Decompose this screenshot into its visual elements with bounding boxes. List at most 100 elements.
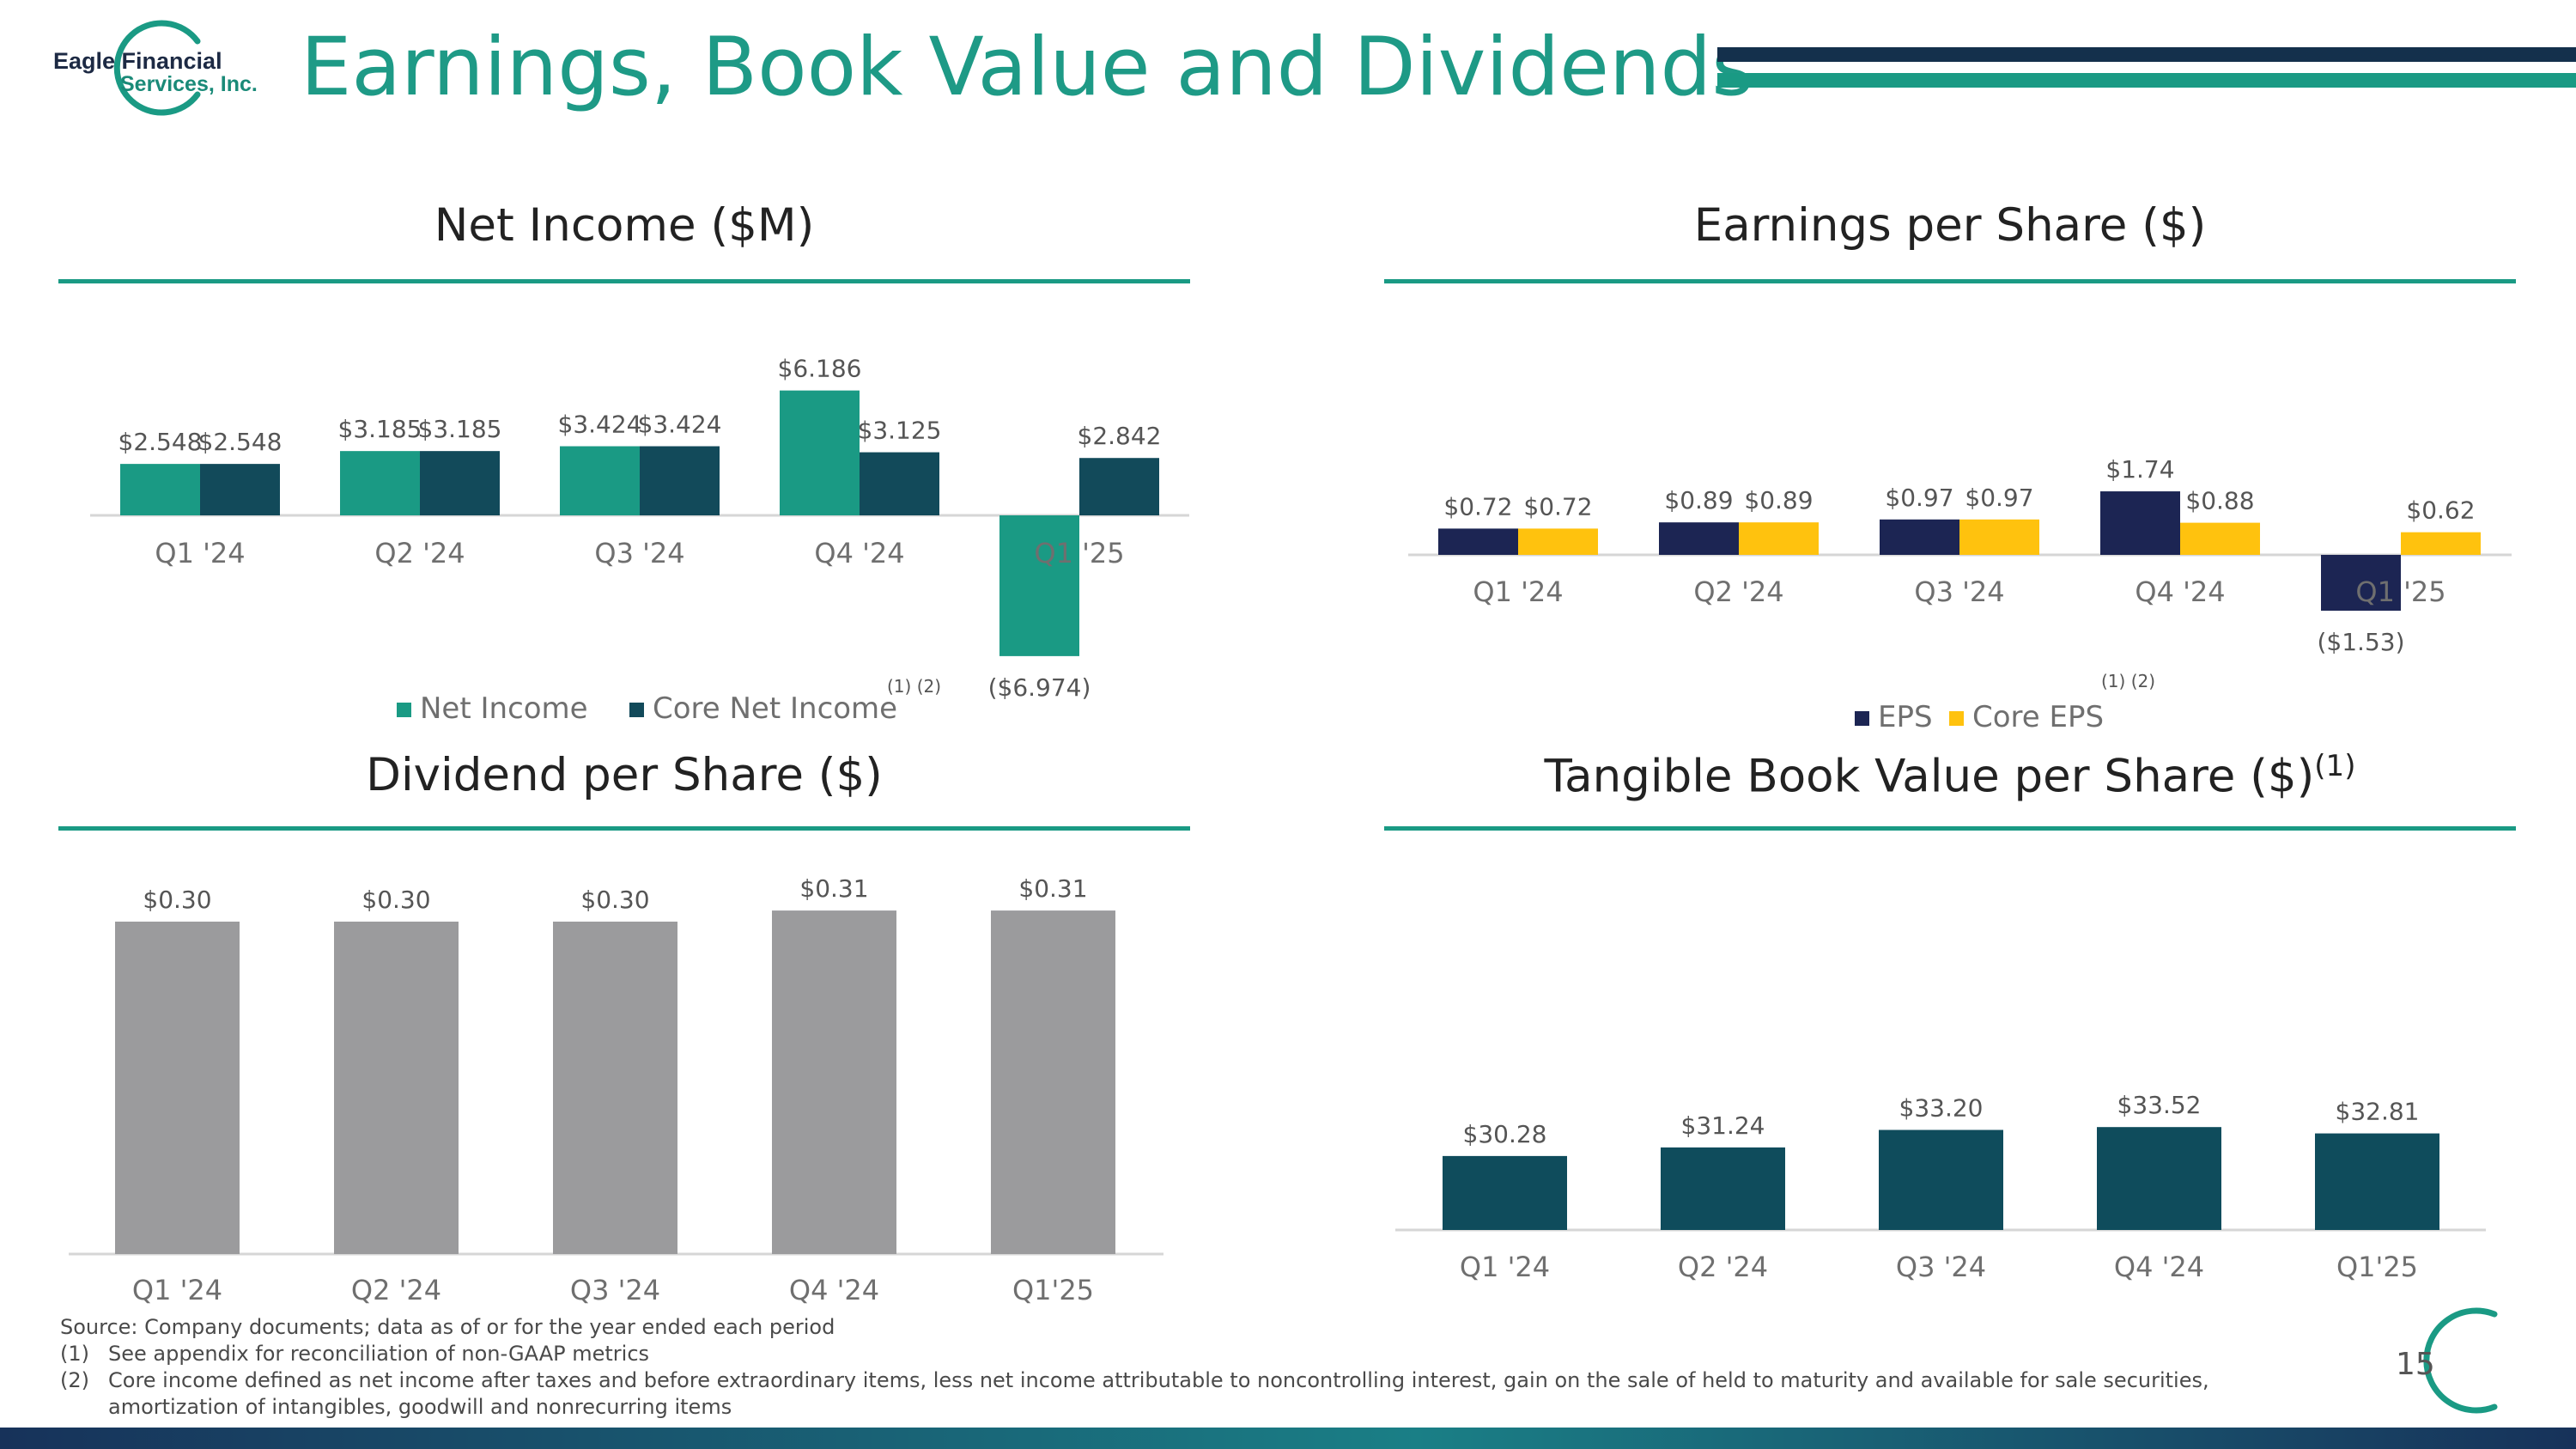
tbv-bar (2315, 1133, 2439, 1230)
net-income-bar (780, 390, 860, 515)
dividend-category-label: Q2 '24 (351, 1274, 441, 1306)
net-income-data-label: $2.548 (198, 428, 283, 456)
eps-legend-swatch (1855, 711, 1869, 726)
dividend-bar (115, 922, 240, 1254)
tbv-bar (2097, 1127, 2221, 1230)
eps-legend-note: (1) (2) (2101, 671, 2155, 691)
net-income-legend-label: Core Net Income (653, 691, 897, 726)
footnote-2-mark: (2) (60, 1368, 89, 1392)
page-badge-arc-icon (2423, 1307, 2498, 1414)
net-income-category-label: Q4 '24 (814, 537, 904, 569)
dividend-bar (772, 910, 896, 1254)
title-decoration-bar-teal (1717, 73, 2576, 88)
eps-data-label: $0.72 (1523, 492, 1592, 521)
dividend-category-label: Q4 '24 (789, 1274, 879, 1306)
dividend-category-label: Q1'25 (1012, 1274, 1094, 1306)
eps-bar (1659, 522, 1739, 555)
net-income-data-label: $3.125 (858, 417, 942, 445)
eps-category-label: Q3 '24 (1914, 575, 2004, 608)
eps-data-label: $0.62 (2406, 496, 2475, 525)
tbv-bar (1661, 1147, 1785, 1230)
dividend-title-rule (58, 826, 1190, 831)
tbv-category-label: Q1'25 (2336, 1251, 2418, 1283)
net-income-bar (120, 464, 200, 515)
footnote-1-text: See appendix for reconciliation of non-G… (108, 1342, 650, 1366)
net-income-bar (420, 451, 500, 515)
tbv-data-label: $33.20 (1899, 1094, 1984, 1123)
slide-title: Earnings, Book Value and Dividends (301, 21, 1754, 114)
eps-title-rule (1384, 279, 2516, 283)
net-income-category-label: Q3 '24 (594, 537, 684, 569)
net-income-bar (340, 451, 420, 515)
footnote-source: Source: Company documents; data as of or… (60, 1315, 835, 1339)
tbv-category-label: Q3 '24 (1896, 1251, 1986, 1283)
net-income-legend-note: (1) (2) (887, 676, 941, 697)
dividend-data-label: $0.31 (799, 874, 868, 903)
dividend-chart-title: Dividend per Share ($) (366, 749, 883, 801)
eps-legend-label: EPS (1878, 700, 1933, 734)
eps-data-label: $0.72 (1443, 492, 1512, 521)
tbv-title-rule (1384, 826, 2516, 831)
dividend-bar (553, 922, 677, 1254)
eps-data-label: $0.89 (1664, 486, 1733, 514)
footnote-2-text-cont: amortization of intangibles, goodwill an… (108, 1395, 732, 1419)
tbv-title-note: (1) (2314, 749, 2356, 783)
net-income-title-rule (58, 279, 1190, 283)
eps-data-label: $0.89 (1744, 486, 1813, 514)
eps-bar (1880, 519, 1959, 555)
footnote-2: (2) Core income defined as net income aft… (60, 1367, 2209, 1394)
footnote-1: (1) See appendix for reconciliation of no… (60, 1341, 2209, 1367)
eps-category-label: Q4 '24 (2135, 575, 2225, 608)
net-income-data-label: ($6.974) (988, 673, 1091, 702)
net-income-data-label: $2.548 (118, 428, 203, 456)
tbv-category-label: Q1 '24 (1460, 1251, 1550, 1283)
tbv-category-label: Q4 '24 (2114, 1251, 2204, 1283)
eps-legend-swatch (1949, 711, 1964, 726)
eps-bar (1739, 522, 1819, 555)
tbv-data-label: $33.52 (2117, 1091, 2202, 1119)
net-income-bar (560, 446, 640, 515)
dividend-category-label: Q3 '24 (570, 1274, 660, 1306)
net-income-legend-swatch (397, 703, 411, 717)
tbv-data-label: $30.28 (1463, 1120, 1547, 1148)
eps-bar (1959, 519, 2039, 555)
eps-data-label: $0.97 (1965, 484, 2033, 512)
footnote-2-text: Core income defined as net income after … (108, 1368, 2209, 1392)
net-income-data-label: $3.185 (418, 415, 502, 443)
net-income-data-label: $6.186 (778, 355, 862, 383)
net-income-data-label: $3.185 (338, 415, 422, 443)
tbv-title-text: Tangible Book Value per Share ($) (1544, 750, 2315, 803)
eps-legend-label: Core EPS (1972, 700, 2104, 734)
net-income-category-label: Q2 '24 (374, 537, 465, 569)
net-income-bar (640, 446, 720, 515)
eps-chart-title: Earnings per Share ($) (1693, 199, 2207, 252)
eps-bar (2100, 491, 2180, 555)
eps-data-label: $1.74 (2105, 455, 2174, 484)
dividend-data-label: $0.30 (361, 886, 430, 914)
eps-category-label: Q1 '24 (1473, 575, 1563, 608)
net-income-bar (860, 452, 939, 515)
net-income-category-label: Q1 '24 (155, 537, 245, 569)
eps-bar (2180, 522, 2260, 555)
eps-bar (1518, 528, 1598, 555)
dividend-bar (334, 922, 459, 1254)
net-income-bar (1079, 458, 1159, 515)
dividend-data-label: $0.31 (1018, 874, 1087, 903)
logo-text-line1: Eagle Financial (53, 48, 222, 74)
net-income-chart-title: Net Income ($M) (434, 199, 815, 252)
eps-data-label: $0.97 (1885, 484, 1953, 512)
dividend-data-label: $0.30 (580, 886, 649, 914)
eps-data-label: $0.88 (2185, 487, 2254, 515)
logo-arc-icon (113, 20, 201, 116)
dividend-data-label: $0.30 (143, 886, 211, 914)
page-number: 15 (2396, 1347, 2435, 1382)
eps-data-label: ($1.53) (2317, 628, 2404, 656)
dividend-bar (991, 910, 1115, 1254)
net-income-bar (999, 515, 1079, 656)
net-income-legend-swatch (629, 703, 644, 717)
footnotes: Source: Company documents; data as of or… (60, 1314, 2209, 1421)
net-income-category-label: Q1 '25 (1034, 537, 1124, 569)
footnote-1-mark: (1) (60, 1342, 89, 1366)
tbv-bar (1443, 1155, 1567, 1230)
